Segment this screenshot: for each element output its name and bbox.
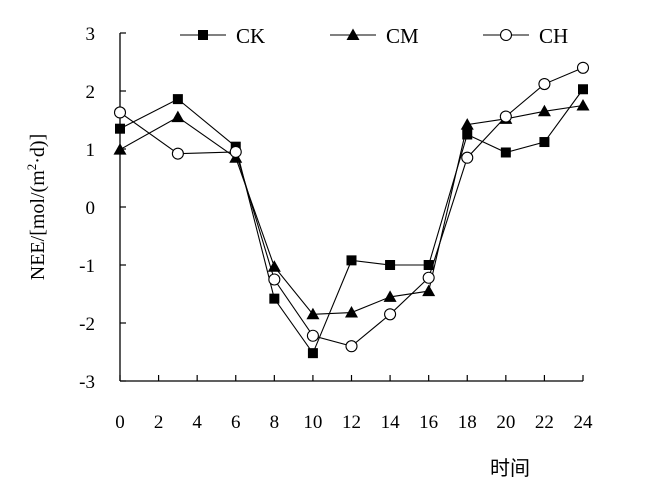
y-tick-label: -2	[79, 314, 95, 335]
data-point-ck	[346, 255, 357, 266]
data-point-ck	[539, 137, 550, 148]
x-tick-label: 2	[154, 412, 164, 433]
legend-marker-ck	[198, 30, 208, 40]
y-tick-label: 0	[86, 198, 96, 219]
series-line-cm	[119, 104, 584, 315]
data-point-ch	[345, 340, 358, 353]
x-tick-label: 18	[458, 412, 477, 433]
legend-label-ch: CH	[539, 24, 568, 48]
x-tick-label: 8	[270, 412, 280, 433]
x-tick-label: 24	[574, 412, 594, 433]
data-point-ch	[499, 110, 512, 123]
series-layer	[113, 61, 590, 359]
y-tick-labels: 3 2 1 0 -1 -2 -3	[79, 24, 95, 393]
data-point-ck	[307, 348, 318, 359]
x-tick-label: 14	[381, 412, 401, 433]
legend-marker-cm	[346, 28, 360, 40]
legend-marker-ch	[499, 28, 513, 42]
y-tick-label: 2	[86, 82, 96, 103]
y-axis-title-part: NEE/[mol/(m	[27, 170, 49, 280]
data-point-ch	[538, 77, 551, 91]
data-point-cm	[576, 99, 590, 111]
data-point-cm	[306, 307, 320, 320]
data-point-cm	[383, 290, 397, 302]
data-point-ck	[115, 123, 125, 134]
legend-item-ck: CK	[180, 24, 265, 48]
y-axis-title-superscript: 2	[24, 164, 39, 171]
legend-label-ck: CK	[236, 24, 265, 48]
data-point-ch	[576, 61, 590, 74]
y-tick-label: 1	[86, 140, 96, 161]
data-point-cm	[345, 306, 358, 318]
x-tick-label: 10	[303, 412, 322, 433]
y-tick-label: -3	[79, 372, 95, 393]
x-tick-labels: 0 2 4 6 8 10 12 14 16 18 20 22 24	[115, 412, 593, 433]
data-point-ch	[461, 151, 474, 164]
legend-item-cm: CM	[330, 24, 419, 48]
x-axis-title: 时间	[490, 457, 530, 480]
data-point-ck	[578, 84, 588, 95]
series-cm	[113, 99, 590, 320]
y-axis-title: NEE/[mol/(m2·d)]	[24, 134, 49, 280]
data-point-ch	[384, 308, 397, 321]
data-point-cm	[422, 284, 436, 297]
legend: CK CM CH	[180, 24, 568, 48]
data-point-ck	[423, 260, 434, 270]
legend-item-ch: CH	[483, 24, 568, 48]
y-tick-label: -1	[79, 256, 95, 277]
x-tick-label: 20	[496, 412, 515, 433]
data-point-ck	[385, 260, 396, 270]
axes	[119, 32, 584, 382]
data-point-ck	[500, 147, 511, 158]
data-point-ch	[268, 273, 281, 286]
data-point-ch	[113, 106, 127, 119]
data-point-ck	[172, 94, 183, 105]
legend-label-cm: CM	[386, 24, 419, 48]
data-point-ck	[269, 293, 280, 304]
data-point-cm	[113, 143, 127, 155]
series-ck	[115, 84, 588, 359]
series-ch	[113, 61, 590, 353]
y-axis-title-part: ·d)]	[27, 134, 49, 164]
x-tick-label: 0	[115, 412, 125, 433]
data-point-ch	[171, 147, 184, 160]
y-tick-label: 3	[86, 24, 96, 45]
x-tick-label: 4	[192, 412, 202, 433]
x-tick-label: 16	[419, 412, 438, 433]
data-point-ch	[422, 271, 435, 284]
data-point-cm	[171, 110, 185, 123]
data-point-ch	[229, 145, 242, 158]
data-point-ch	[306, 329, 319, 342]
data-point-cm	[537, 104, 551, 117]
x-tick-label: 12	[342, 412, 361, 433]
series-line-ck	[119, 88, 584, 355]
data-point-cm	[460, 118, 474, 130]
series-line-ch	[119, 67, 584, 347]
x-tick-label: 22	[535, 412, 554, 433]
x-tick-label: 6	[231, 412, 241, 433]
data-point-ck	[462, 129, 473, 140]
